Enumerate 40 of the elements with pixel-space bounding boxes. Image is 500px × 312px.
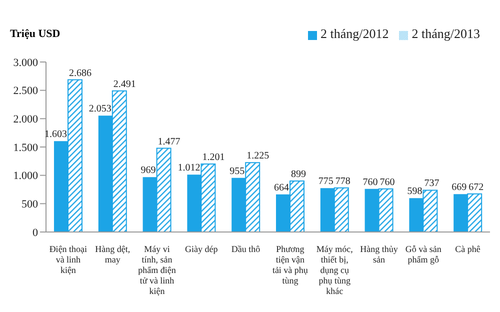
x-tick-label: Phương tiện vận tải và phụ tùng [272, 244, 308, 286]
x-tick-label: Điện thoại và linh kiện [49, 244, 88, 275]
x-tick-label: Giày dép [185, 244, 218, 254]
data-label: 899 [290, 169, 306, 180]
data-label: 1.603 [44, 129, 67, 140]
x-tick-label: Hàng thủy sản [360, 244, 398, 264]
data-label: 969 [140, 165, 156, 176]
data-label: 2.491 [113, 78, 136, 90]
y-tick-label: 0 [32, 226, 38, 239]
y-tick-label: 2.500 [13, 85, 38, 98]
x-tick-label: Hàng dệt, may [95, 244, 130, 264]
data-label: 955 [230, 166, 245, 177]
legend-label: 2 tháng/2013 [412, 26, 480, 41]
x-tick-label: Cà phê [455, 244, 480, 254]
x-tick-label: Gỗ và sản phẩm gỗ [405, 244, 442, 264]
x-tick-label: Máy móc, thiết bị, dụng cụ phụ tùng khác [316, 244, 353, 296]
data-label: 1.477 [158, 136, 180, 148]
data-label: 598 [407, 186, 422, 198]
data-label: 2.053 [88, 104, 112, 115]
y-tick-label: 3.000 [13, 56, 38, 69]
data-label: 669 [452, 182, 467, 194]
x-tick-label: Máy vi tính, sản phẩm điện tử và linh kiện [138, 244, 176, 296]
data-label: 672 [468, 182, 484, 193]
data-label: 775 [318, 176, 334, 188]
legend-label: 2 tháng/2012 [320, 26, 389, 41]
data-label: 1.201 [202, 152, 225, 163]
y-tick-label: 2.000 [13, 114, 38, 126]
data-label: 1.225 [246, 150, 270, 162]
data-label: 737 [424, 178, 440, 190]
data-label: 664 [274, 182, 289, 194]
data-label: 760 [380, 176, 395, 188]
x-tick-label: Dầu thô [231, 244, 261, 254]
y-tick-label: 1.000 [13, 170, 38, 182]
y-axis-title: Triệu USD [10, 28, 60, 40]
data-label: 760 [362, 176, 378, 188]
data-label: 1.012 [178, 162, 200, 174]
y-tick-label: 1.500 [13, 142, 38, 154]
data-label: 778 [335, 176, 350, 187]
data-label: 2.686 [68, 68, 92, 79]
y-tick-label: 500 [22, 198, 38, 211]
